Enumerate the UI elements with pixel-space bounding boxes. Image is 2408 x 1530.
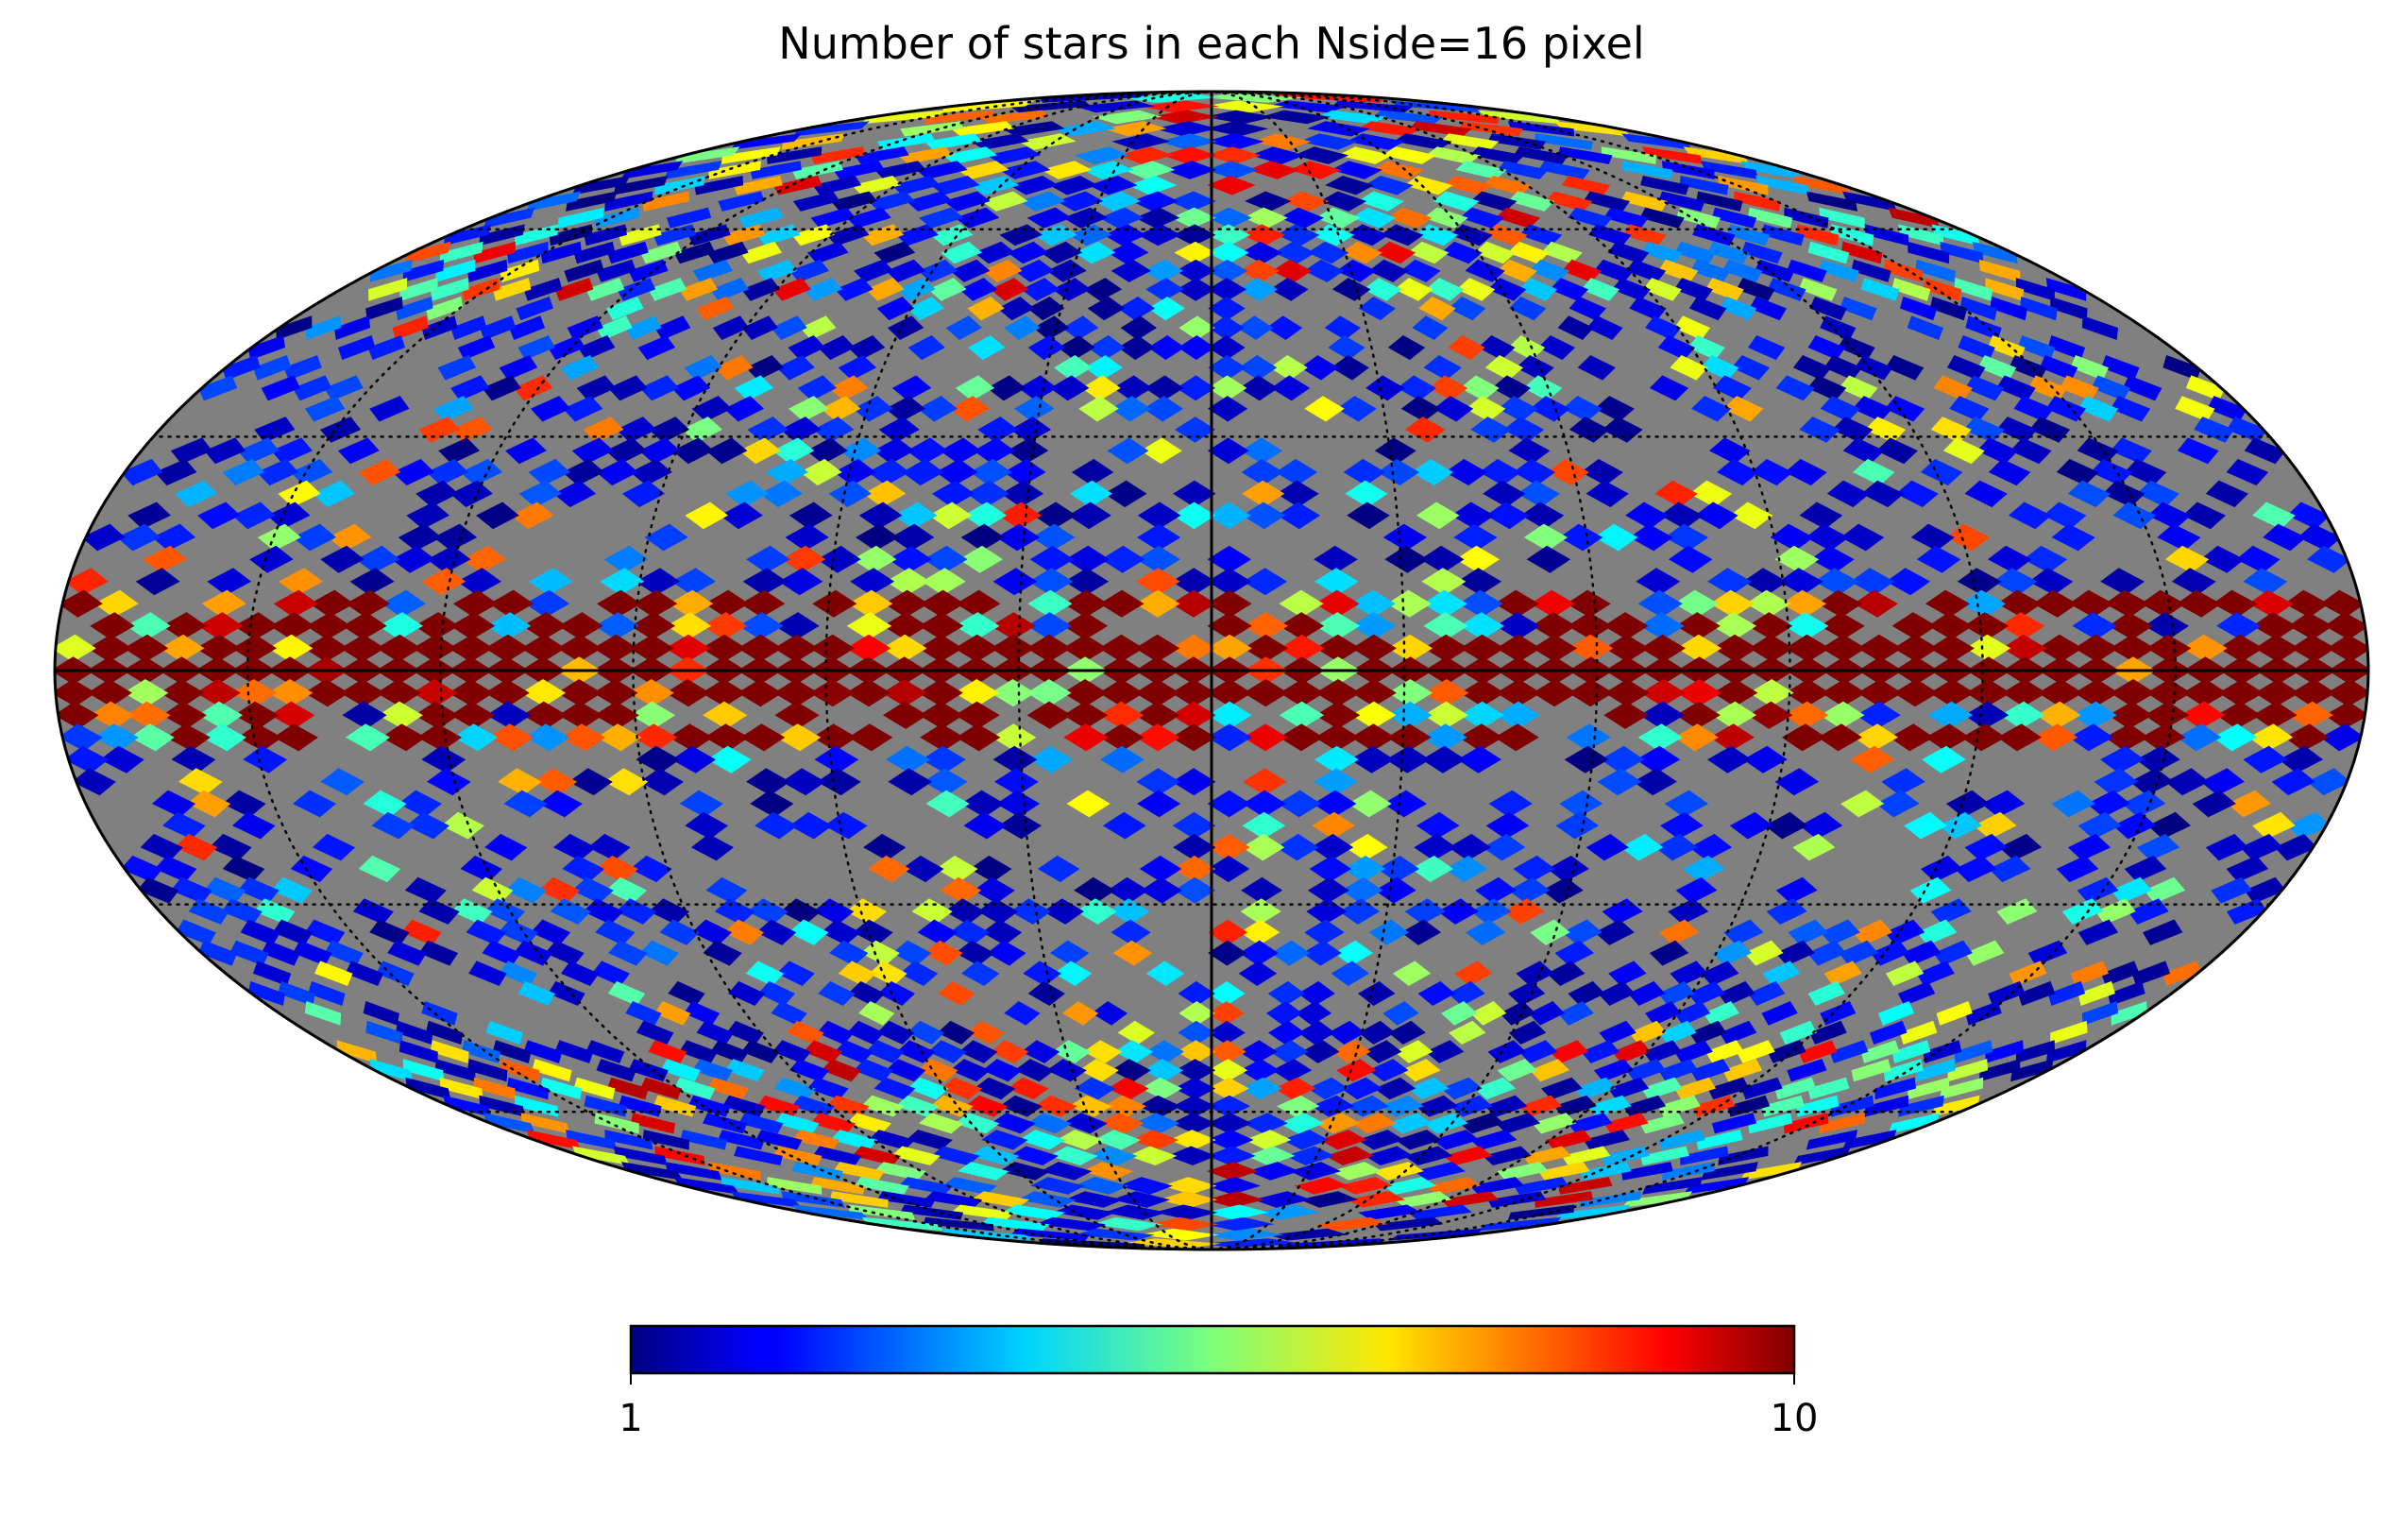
sky-map <box>50 92 2372 1250</box>
colorbar-tick-label-max: 10 <box>1771 1397 1819 1440</box>
colorbar-gradient <box>631 1326 1794 1373</box>
colorbar: 1 10 <box>619 1326 1818 1440</box>
colorbar-tick-label-min: 1 <box>619 1397 642 1440</box>
chart-title: Number of stars in each Nside=16 pixel <box>778 18 1644 69</box>
